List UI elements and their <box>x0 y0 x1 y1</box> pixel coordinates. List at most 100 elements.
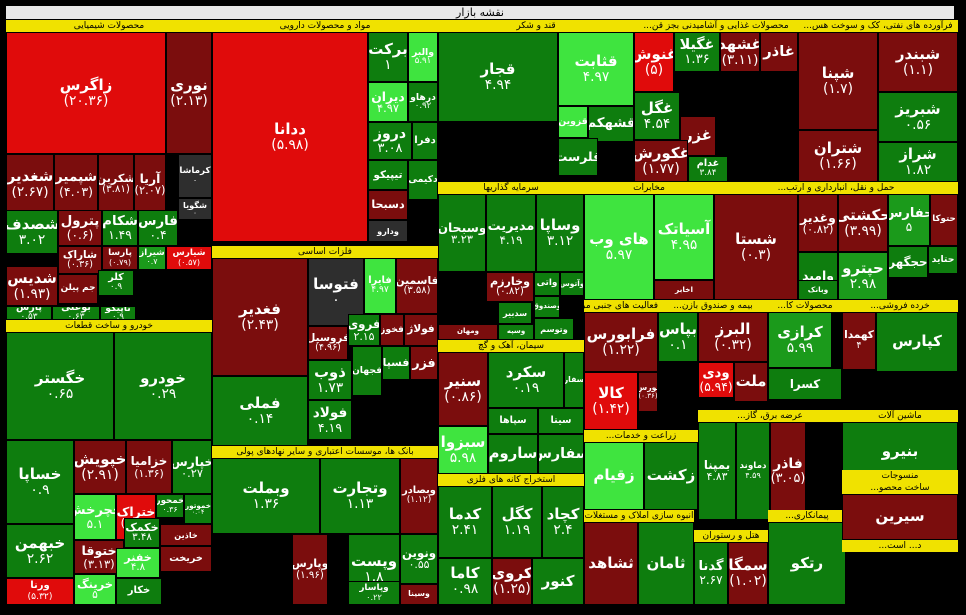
stock-tile[interactable]: وغدیر (۰.۸۲) <box>798 194 838 252</box>
sector-label[interactable]: ساخت محصو... <box>842 482 958 494</box>
sector-label[interactable]: بانک ها، موسسات اعتباری و سایر نهادهای پ… <box>212 446 438 458</box>
stock-tile[interactable]: خزامیا (۱.۳۶) <box>126 440 172 494</box>
stock-tile[interactable]: گدنا ۲.۶۷ <box>694 542 728 605</box>
stock-tile[interactable]: پارسا (۰.۷۹) <box>102 246 138 270</box>
sector-label[interactable]: فرآورده های نفتی، کک و سوخت هس... <box>798 20 958 32</box>
sector-label[interactable]: فلزات اساسی <box>212 246 438 258</box>
stock-tile[interactable]: سیرین <box>842 494 958 540</box>
stock-tile[interactable]: قلرست <box>558 138 598 176</box>
sector-label[interactable]: مخابرات <box>584 182 714 194</box>
stock-tile[interactable]: قجار ۴.۹۴ <box>438 32 558 122</box>
stock-tile[interactable]: غشهد (۳.۱۱) <box>720 32 760 72</box>
stock-tile[interactable]: تیپیکو <box>368 160 408 190</box>
stock-tile[interactable]: فایرا ۴.۹۷ <box>364 258 396 314</box>
sector-label[interactable]: زراعت و خدمات... <box>584 430 698 442</box>
stock-tile[interactable]: شیراز ۰.۷ <box>138 246 166 270</box>
stock-tile[interactable]: وساپا ۳.۱۲ <box>536 194 584 272</box>
stock-tile[interactable]: تاپیکو ۰.۹ <box>100 306 136 320</box>
stock-tile[interactable]: حکشتی(۳.۹۹) <box>838 194 888 252</box>
stock-tile[interactable]: ثامان <box>638 522 694 605</box>
stock-tile[interactable]: فملی ۰.۱۴ <box>212 376 308 446</box>
stock-tile[interactable]: فولاژ <box>404 314 438 346</box>
stock-tile[interactable]: دفرا <box>412 122 438 160</box>
stock-tile[interactable]: ثشاهد <box>584 522 638 605</box>
stock-tile[interactable]: والبر ۵.۹۱ <box>408 32 438 82</box>
stock-tile[interactable]: ورنا (۵.۳۲) <box>6 578 74 605</box>
stock-tile[interactable]: وسبحان ۳.۲۳ <box>438 194 486 272</box>
stock-tile[interactable]: زاگرس (۲۰.۳۶) <box>6 32 166 154</box>
stock-tile[interactable]: پترول (۰.۶) <box>58 210 102 246</box>
stock-tile[interactable]: جم پیلن <box>58 274 98 304</box>
stock-tile[interactable]: کگل ۱.۱۹ <box>492 486 542 558</box>
stock-tile[interactable]: شپنا (۱.۷) <box>798 32 878 130</box>
stock-tile[interactable]: وبانک <box>798 280 838 300</box>
stock-tile[interactable]: حفارس۵ <box>888 194 930 246</box>
stock-tile[interactable]: زکشت <box>644 442 698 510</box>
stock-tile[interactable]: قزوین <box>558 106 588 138</box>
stock-tile[interactable]: کنور <box>532 558 584 605</box>
stock-tile[interactable]: دسبحا <box>368 190 408 220</box>
stock-tile[interactable]: سکرد ۰.۱۹ <box>488 352 564 408</box>
stock-tile[interactable]: وآتوس <box>560 272 584 296</box>
stock-tile[interactable]: وسپه <box>498 324 534 340</box>
stock-tile[interactable]: اخابر <box>654 280 714 300</box>
stock-tile[interactable]: سپاها <box>488 408 538 434</box>
stock-tile[interactable]: فخوز <box>380 314 404 346</box>
sector-label[interactable]: سرمایه گذاریها <box>438 182 584 194</box>
sector-label[interactable]: محصولات شیمیایی <box>6 20 212 32</box>
stock-tile[interactable]: البرز (۰.۳۲) <box>698 312 768 362</box>
stock-tile[interactable]: سبزوا ۵.۹۸ <box>438 426 488 474</box>
stock-tile[interactable]: کاما ۰.۹۸ <box>438 558 492 605</box>
stock-tile[interactable]: شاراک (۰.۳۶) <box>58 246 102 274</box>
stock-tile[interactable]: وبملت ۱.۳۶ <box>212 458 320 534</box>
stock-tile[interactable]: ودارو <box>368 220 408 242</box>
sector-label[interactable]: منسوجات <box>842 470 958 482</box>
stock-tile[interactable]: بپاس ۰.۱ <box>658 312 698 362</box>
stock-tile[interactable]: خچرخش۵.۱ <box>74 494 116 540</box>
stock-tile[interactable]: غاذر <box>760 32 798 72</box>
stock-tile[interactable]: واتی <box>534 272 560 296</box>
sector-label[interactable]: ماشین آلات <box>842 410 958 422</box>
stock-tile[interactable]: فسپا <box>382 346 410 380</box>
stock-tile[interactable]: آریا (۲.۰۷) <box>134 154 166 214</box>
stock-tile[interactable]: خفنر ۴.۸ <box>116 548 160 578</box>
stock-tile[interactable]: حجگهر <box>888 246 928 278</box>
stock-tile[interactable]: زقیام <box>584 442 644 510</box>
stock-tile[interactable]: فارس ۰.۴ <box>138 210 178 246</box>
stock-tile[interactable]: فتوسا ۰ <box>308 258 364 326</box>
stock-tile[interactable]: شصدف ۳.۰۲ <box>6 210 58 254</box>
stock-tile[interactable]: غنوش(۵) <box>634 32 674 92</box>
stock-tile[interactable]: نوری (۲.۱۳) <box>166 32 212 154</box>
stock-tile[interactable]: فروسیل (۴.۹۶) <box>308 326 348 360</box>
stock-tile[interactable]: شبندر (۱.۱) <box>878 32 958 92</box>
stock-tile[interactable]: وصندوق <box>534 296 560 318</box>
stock-tile[interactable]: دیران ۴.۹۷ <box>368 82 408 122</box>
stock-tile[interactable]: کهمدا ۴ <box>842 312 876 370</box>
sector-label[interactable]: محصولات کا... <box>768 300 842 312</box>
stock-tile[interactable]: وپارس (۱.۹۶) <box>292 534 328 605</box>
stock-tile[interactable]: کالا (۱.۴۲) <box>584 372 638 430</box>
stock-tile[interactable]: خکمک ۳.۴۸ <box>124 518 160 548</box>
stock-tile[interactable]: ذوب ۱.۷۳ <box>308 360 352 400</box>
stock-tile[interactable]: شغدیر (۲.۶۷) <box>6 154 54 214</box>
stock-tile[interactable]: خبهمن ۲.۶۲ <box>6 524 74 578</box>
sector-label[interactable]: فعالیت های جنبی مرتبط ... <box>584 300 658 312</box>
stock-tile[interactable]: غگیلا ۱.۳۶ <box>674 32 720 72</box>
sector-label[interactable]: خودرو و ساخت قطعات <box>6 320 212 332</box>
sector-label[interactable]: قند و شکر <box>438 20 634 32</box>
stock-tile[interactable]: غگل ۴.۵۴ <box>634 92 680 140</box>
sector-label[interactable]: مواد و محصولات دارویی <box>212 20 438 32</box>
stock-tile[interactable]: مدیریت ۴.۱۹ <box>486 194 536 272</box>
stock-tile[interactable]: کروی (۱.۲۵) <box>492 558 532 605</box>
stock-tile[interactable]: شبریز ۰.۵۶ <box>878 92 958 142</box>
stock-tile[interactable]: شدیس (۱.۹۳) <box>6 266 58 306</box>
stock-tile[interactable]: قثابت ۴.۹۷ <box>558 32 634 106</box>
sector-label[interactable]: محصولات غذایی و آشامیدنی بجز قن... <box>634 20 798 32</box>
sector-label[interactable]: بیمه و صندوق بازن... <box>658 300 768 312</box>
stock-tile[interactable]: کرماشا ۰ <box>178 154 212 198</box>
stock-tile[interactable]: ددانا (۵.۹۸) <box>212 32 368 242</box>
stock-tile[interactable]: فاسمین (۳.۵۸) <box>396 258 438 314</box>
stock-tile[interactable]: خاذین <box>160 524 212 546</box>
stock-tile[interactable]: وخارزم (۰.۸۲) <box>486 272 534 302</box>
stock-tile[interactable]: وسینا <box>400 584 438 605</box>
